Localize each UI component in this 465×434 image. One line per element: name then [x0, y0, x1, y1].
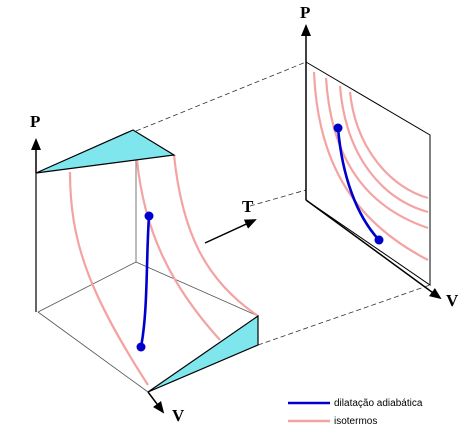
isotherm-curves-left — [68, 154, 259, 386]
adiabatic-start-point — [333, 123, 343, 133]
frame-back-floor — [37, 261, 137, 313]
isotherm-curve — [68, 171, 149, 386]
left-p-label: P — [30, 112, 40, 131]
t-axis — [204, 219, 257, 244]
isotherm-curve — [324, 77, 429, 230]
right-v-label: V — [446, 291, 459, 310]
frame-floor-diagonal — [135, 261, 259, 317]
projection-bottom — [257, 284, 431, 346]
right-v-axis — [305, 199, 442, 300]
top-face — [35, 129, 176, 174]
adiabatic-curve-left — [139, 215, 151, 348]
adiabatic-start-point — [144, 211, 154, 221]
legend: dilatação adiabática isotermos — [288, 398, 423, 427]
isotherm-curve — [312, 71, 429, 261]
isotherm-curve — [135, 159, 221, 341]
projection-middle — [249, 189, 307, 207]
adiabatic-end-point — [374, 235, 384, 245]
right-p-label: P — [300, 3, 310, 22]
isotherm-curve — [172, 154, 259, 317]
isotherm-curve — [348, 91, 429, 200]
isotherm-curves-right — [312, 71, 429, 261]
isotherm-curve — [338, 85, 429, 214]
legend-adiabatic-label: dilatação adiabática — [334, 398, 423, 409]
right-pv-diagram: P V — [300, 3, 459, 310]
legend-isotherm-label: isotermos — [334, 416, 377, 427]
projection-lines — [135, 61, 431, 346]
t-label: T — [242, 197, 254, 216]
3d-frame — [37, 137, 259, 393]
projection-top — [135, 61, 307, 132]
left-v-axis — [147, 391, 165, 414]
frame-left-floor — [37, 311, 149, 393]
bottom-face — [147, 314, 259, 393]
adiabatic-curve-right — [336, 127, 380, 241]
adiabatic-end-point — [136, 342, 146, 352]
left-v-label: V — [172, 406, 185, 425]
